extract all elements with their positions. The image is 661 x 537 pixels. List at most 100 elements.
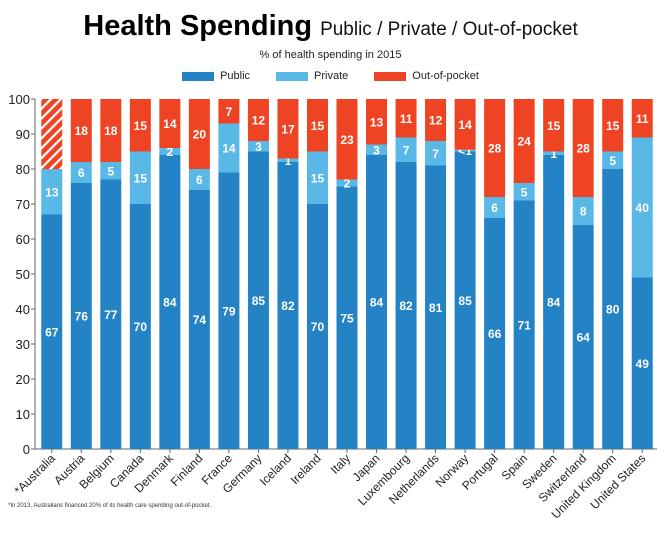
chart-subtitle: % of health spending in 2015 bbox=[259, 49, 402, 61]
data-label: 15 bbox=[311, 171, 325, 185]
data-label: 12 bbox=[429, 114, 443, 128]
y-tick-label: 80 bbox=[16, 162, 30, 177]
bar-private bbox=[543, 151, 565, 155]
bar-public bbox=[602, 169, 624, 449]
title-suffix: Public / Private / Out-of-pocket bbox=[320, 19, 578, 40]
data-label: 6 bbox=[196, 173, 203, 187]
data-label: 82 bbox=[281, 299, 295, 313]
y-tick-label: 20 bbox=[16, 372, 30, 387]
bar-out-of-pocket bbox=[572, 99, 594, 197]
data-label: 85 bbox=[252, 294, 266, 308]
bar-public bbox=[41, 214, 63, 449]
bar-private bbox=[484, 197, 506, 218]
bar-private bbox=[366, 144, 388, 155]
data-label: 1 bbox=[550, 147, 557, 161]
bar-public bbox=[70, 183, 92, 449]
bar-public bbox=[129, 204, 151, 449]
bar-private bbox=[425, 141, 447, 166]
data-label: 67 bbox=[45, 325, 59, 339]
data-label: 14 bbox=[222, 142, 236, 156]
data-label: 40 bbox=[636, 201, 650, 215]
bar-out-of-pocket bbox=[366, 99, 388, 145]
bar-out-of-pocket bbox=[218, 99, 240, 124]
data-label: 15 bbox=[606, 119, 620, 133]
bar-out-of-pocket bbox=[543, 99, 565, 152]
data-label: 79 bbox=[222, 304, 236, 318]
data-label: 5 bbox=[609, 154, 616, 168]
x-tick-label: Ireland bbox=[288, 451, 324, 487]
data-label: 14 bbox=[163, 117, 177, 131]
bar-public bbox=[631, 277, 653, 449]
data-label: 15 bbox=[547, 119, 561, 133]
bar-private bbox=[100, 162, 122, 180]
data-label: 17 bbox=[281, 122, 295, 136]
bar-private bbox=[336, 179, 358, 187]
data-label: 14 bbox=[458, 118, 472, 132]
x-tick-label: Italy bbox=[328, 451, 353, 476]
bar-out-of-pocket bbox=[100, 99, 122, 162]
bar-out-of-pocket bbox=[602, 99, 624, 152]
data-label: 3 bbox=[255, 140, 262, 154]
legend-label: Public bbox=[220, 70, 251, 82]
bar-out-of-pocket bbox=[631, 99, 653, 138]
y-tick-label: 40 bbox=[16, 302, 30, 317]
data-label: 82 bbox=[399, 299, 413, 313]
data-label: 15 bbox=[311, 119, 325, 133]
bar-public bbox=[572, 225, 594, 449]
bar-private bbox=[572, 197, 594, 225]
footnote: *In 2013, Australians financed 20% of it… bbox=[8, 503, 212, 509]
bar-out-of-pocket bbox=[70, 99, 92, 162]
bar-out-of-pocket bbox=[395, 99, 417, 138]
data-label: 70 bbox=[311, 320, 325, 334]
y-tick-label: 0 bbox=[23, 442, 30, 457]
data-label: 81 bbox=[429, 301, 443, 315]
legend-label: Private bbox=[314, 70, 349, 82]
bar-public bbox=[336, 186, 358, 449]
bar-public bbox=[100, 179, 122, 449]
bar-out-of-pocket bbox=[129, 99, 151, 152]
data-label: 15 bbox=[134, 171, 148, 185]
data-label: 7 bbox=[432, 147, 439, 161]
legend-swatch-private bbox=[276, 71, 309, 81]
bar-public bbox=[159, 155, 181, 449]
bar-private bbox=[602, 151, 624, 169]
data-label: 11 bbox=[400, 112, 413, 126]
bar-public bbox=[366, 155, 388, 449]
bar-private bbox=[306, 151, 328, 204]
bar-out-of-pocket bbox=[247, 99, 269, 141]
bar-private bbox=[277, 158, 299, 162]
data-label: 66 bbox=[488, 327, 502, 341]
bar-public bbox=[454, 151, 476, 449]
y-tick-label: 10 bbox=[16, 407, 30, 422]
bar-out-of-pocket bbox=[454, 99, 476, 150]
data-label: 28 bbox=[488, 142, 502, 156]
bar-public bbox=[395, 162, 417, 449]
data-label: 5 bbox=[521, 185, 528, 199]
data-label: 7 bbox=[403, 143, 410, 157]
bar-public bbox=[218, 172, 240, 449]
data-label: 8 bbox=[580, 205, 587, 219]
bar-out-of-pocket bbox=[277, 99, 299, 159]
data-label: 24 bbox=[517, 135, 531, 149]
bar-private bbox=[395, 137, 417, 162]
data-label: 6 bbox=[78, 166, 85, 180]
data-label: 80 bbox=[606, 303, 620, 317]
x-tick-label: Iceland bbox=[257, 451, 294, 488]
bar-out-of-pocket bbox=[41, 99, 63, 169]
bar-out-of-pocket bbox=[484, 99, 506, 197]
legend-public: Public bbox=[182, 70, 250, 82]
legend-private: Private bbox=[276, 70, 348, 82]
data-label: 7 bbox=[226, 105, 233, 119]
y-tick-label: 30 bbox=[16, 337, 30, 352]
data-label: 77 bbox=[104, 308, 118, 322]
legend-swatch-out-of-pocket bbox=[374, 71, 407, 81]
data-label: 23 bbox=[340, 133, 354, 147]
bar-out-of-pocket bbox=[306, 99, 328, 152]
data-label: 64 bbox=[577, 331, 591, 345]
data-label: 84 bbox=[163, 296, 177, 310]
bar-private bbox=[631, 137, 653, 278]
bar-private bbox=[70, 162, 92, 183]
data-label: 15 bbox=[134, 119, 148, 133]
